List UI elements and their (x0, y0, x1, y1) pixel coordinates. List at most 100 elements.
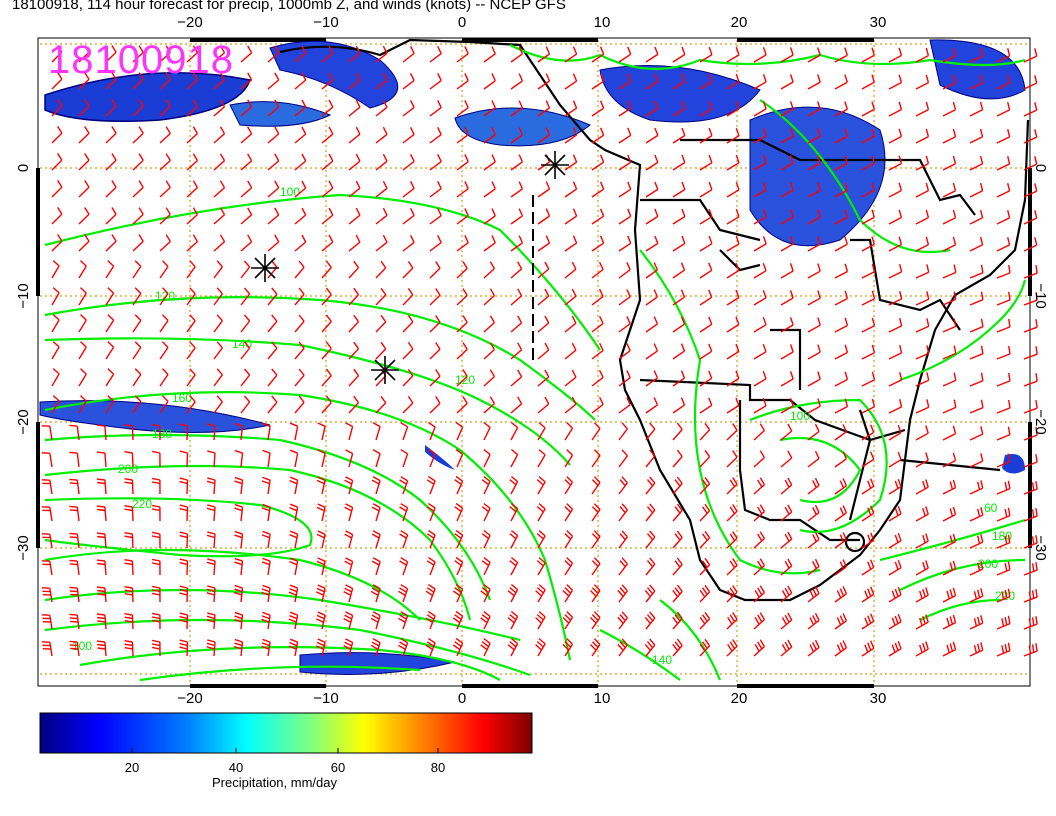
wind-barb-feather (952, 587, 957, 596)
wind-barb-feather (399, 614, 407, 620)
wind-barb-feather (289, 587, 298, 593)
wind-barb-feather (464, 235, 469, 243)
wind-barb-feather (407, 288, 414, 296)
wind-barb (915, 540, 929, 549)
wind-barb (159, 132, 171, 144)
wind-barb (1023, 434, 1038, 441)
wind-barb-feather (216, 368, 223, 376)
wind-barb (375, 375, 387, 387)
wind-barb-feather (564, 506, 572, 513)
wind-barb-feather (814, 450, 820, 459)
wind-barb-feather (111, 234, 117, 242)
wind-barb-feather (897, 640, 902, 649)
wind-barb-feather (919, 590, 923, 599)
wind-barb-feather (234, 507, 243, 512)
wind-barb-feather (653, 343, 659, 352)
wind-barb (888, 567, 902, 576)
wind-barb-feather (107, 341, 115, 348)
wind-barb (483, 427, 491, 441)
wind-barb-feather (151, 508, 161, 512)
lon-label: −20 (177, 14, 202, 31)
wind-barb-feather (1031, 644, 1035, 653)
wind-barb-feather (891, 617, 896, 626)
wind-barb (131, 452, 134, 468)
wind-barb-feather (317, 449, 326, 454)
wind-barb-feather (759, 585, 766, 593)
wind-barb-feather (732, 585, 738, 593)
wind-barb-feather (510, 475, 519, 483)
wind-barb (456, 402, 468, 414)
wind-barb (915, 108, 929, 117)
wind-barb (915, 243, 929, 252)
wind-barb (672, 564, 683, 576)
wind-barb-feather (674, 614, 681, 622)
wind-barb-feather (621, 638, 628, 646)
wind-barb-feather (219, 45, 226, 54)
wind-barb (402, 106, 415, 117)
lat-labels-left: 0 −10 −20 −30 (15, 164, 32, 561)
wind-barb-feather (207, 558, 216, 562)
wind-barb-feather (517, 342, 523, 351)
wind-barb (942, 217, 956, 225)
wind-barb (861, 620, 875, 630)
wind-barb-feather (400, 611, 408, 617)
wind-barb-feather (536, 641, 544, 648)
wind-barb (753, 270, 767, 279)
wind-barb-feather (399, 533, 407, 539)
wind-barb (213, 79, 225, 90)
wind-barb-feather (1035, 562, 1038, 571)
wind-barb (510, 80, 523, 90)
wind-barb-feather (566, 611, 573, 618)
wind-barb-feather (96, 478, 105, 481)
wind-barb-feather (1007, 480, 1011, 489)
wind-barb-feather (729, 533, 736, 541)
wind-barb-feather (953, 264, 957, 273)
wind-barb (807, 457, 820, 468)
wind-barb-feather (598, 261, 604, 270)
wind-barb (618, 53, 632, 63)
wind-barb-feather (288, 618, 297, 623)
wind-barb-feather (1007, 48, 1011, 57)
wind-barb (240, 401, 251, 414)
wind-barb-feather (949, 616, 954, 625)
wind-barb (861, 485, 875, 495)
wind-barb-feather (897, 613, 902, 622)
wind-barb-feather (735, 127, 740, 137)
wind-barb-feather (704, 422, 711, 431)
wind-barb-feather (355, 72, 361, 81)
wind-barb (375, 480, 381, 495)
wind-barb-feather (812, 507, 817, 515)
wind-barb-feather (262, 422, 271, 427)
wind-barb-feather (812, 588, 817, 596)
wind-barb-feather (274, 234, 280, 243)
wind-barb-feather (598, 288, 604, 297)
wind-barb-feather (371, 479, 380, 485)
wind-barb (375, 294, 387, 306)
lat-label: −30 (15, 535, 32, 560)
wind-barb-feather (762, 47, 767, 56)
wind-barb-feather (234, 476, 243, 481)
wind-barb-feather (814, 612, 820, 621)
wind-barb-feather (871, 209, 875, 218)
wind-barb-feather (870, 586, 875, 595)
wind-barb (618, 188, 632, 198)
wind-barb-feather (649, 584, 656, 592)
wind-barb-feather (977, 562, 981, 571)
wind-barb-feather (809, 644, 815, 653)
wind-barb-feather (591, 560, 599, 567)
wind-barb-feather (571, 288, 577, 297)
wind-barb-feather (57, 180, 63, 188)
wind-barb (699, 54, 713, 63)
wind-barb (888, 243, 902, 252)
wind-barb (483, 53, 496, 63)
wind-barb (186, 479, 189, 495)
wind-barb-feather (708, 235, 713, 244)
wind-barb (645, 107, 659, 117)
wind-barb (861, 162, 875, 171)
wind-barb (780, 324, 794, 333)
wind-barb-feather (353, 368, 360, 377)
wind-barb (456, 348, 468, 360)
wind-barb-feather (57, 207, 63, 215)
wind-barb (294, 52, 307, 63)
wind-barb (726, 81, 740, 90)
